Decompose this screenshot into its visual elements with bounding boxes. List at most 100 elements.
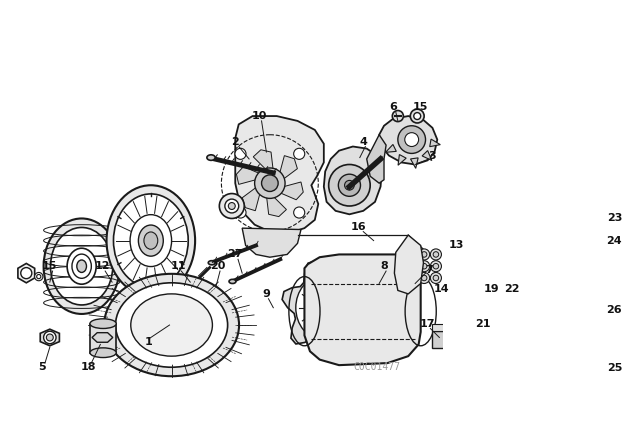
Text: 23: 23 [607,213,622,223]
Polygon shape [591,358,612,375]
Circle shape [597,313,607,323]
Circle shape [235,148,246,159]
Circle shape [235,207,246,218]
Circle shape [604,295,616,307]
Text: 25: 25 [607,363,622,373]
Text: 10: 10 [252,111,267,121]
Text: 24: 24 [607,236,622,246]
Ellipse shape [67,248,96,284]
Circle shape [430,249,442,260]
Text: 9: 9 [262,289,270,299]
Bar [433,323,446,331]
Circle shape [430,272,442,284]
Circle shape [329,164,370,206]
Text: 17: 17 [420,319,435,329]
Text: C0C01477: C0C01477 [353,362,401,371]
Circle shape [294,148,305,159]
Polygon shape [591,310,612,327]
Polygon shape [40,329,60,346]
Polygon shape [92,333,113,342]
Circle shape [262,175,278,191]
Ellipse shape [72,254,92,278]
Circle shape [421,275,427,281]
Ellipse shape [44,219,120,314]
Circle shape [44,331,56,344]
Polygon shape [18,263,35,283]
Text: 2: 2 [232,137,239,146]
Ellipse shape [312,295,332,320]
Circle shape [492,277,502,287]
Text: 3: 3 [429,151,436,160]
Text: 5: 5 [38,362,45,371]
Text: 18: 18 [81,362,96,371]
Circle shape [414,112,420,120]
Circle shape [478,329,491,342]
Ellipse shape [104,274,239,376]
Text: 14: 14 [434,284,449,294]
Circle shape [419,249,429,260]
Polygon shape [324,146,382,214]
Circle shape [433,275,438,281]
Circle shape [225,199,239,213]
Circle shape [220,194,244,219]
Ellipse shape [130,215,172,267]
Circle shape [46,334,53,341]
Polygon shape [282,261,362,354]
Circle shape [344,181,355,190]
Bar [449,282,458,302]
Text: 8: 8 [380,261,388,271]
Ellipse shape [113,194,188,287]
Text: 27: 27 [227,250,243,259]
Polygon shape [242,228,301,257]
Circle shape [597,362,607,371]
Ellipse shape [90,319,116,328]
Polygon shape [429,139,440,146]
Circle shape [419,261,429,272]
Circle shape [481,332,488,339]
Polygon shape [591,258,612,275]
Circle shape [20,267,32,279]
Circle shape [604,267,616,280]
Polygon shape [394,235,424,294]
Text: 6: 6 [389,102,397,112]
Text: 15: 15 [413,102,428,112]
Circle shape [495,280,499,284]
Text: 13: 13 [449,241,465,250]
Circle shape [497,319,505,327]
Circle shape [421,263,427,269]
Text: 15: 15 [42,261,58,271]
Polygon shape [536,204,594,377]
Ellipse shape [131,294,212,356]
Ellipse shape [316,301,327,314]
Polygon shape [379,116,437,164]
Ellipse shape [106,185,195,296]
Polygon shape [398,155,406,165]
Ellipse shape [207,155,215,160]
Circle shape [228,202,236,210]
Polygon shape [253,150,273,170]
Text: 11: 11 [171,261,186,271]
Circle shape [612,360,626,374]
Text: 16: 16 [351,222,366,232]
Circle shape [294,207,305,218]
Polygon shape [280,182,303,200]
Text: 1: 1 [145,337,152,347]
Circle shape [433,263,438,269]
Circle shape [509,280,513,284]
Circle shape [430,261,442,272]
Circle shape [398,126,426,153]
Circle shape [255,168,285,198]
Text: 21: 21 [476,319,491,329]
Circle shape [616,363,623,370]
Ellipse shape [144,232,157,249]
Circle shape [607,270,613,276]
Ellipse shape [77,260,86,272]
Bar [90,323,116,353]
Text: 7: 7 [425,265,433,275]
Circle shape [607,298,613,304]
Bar [455,254,486,281]
Circle shape [392,111,403,121]
Ellipse shape [51,228,113,305]
Bar [433,331,446,348]
Ellipse shape [229,280,236,284]
